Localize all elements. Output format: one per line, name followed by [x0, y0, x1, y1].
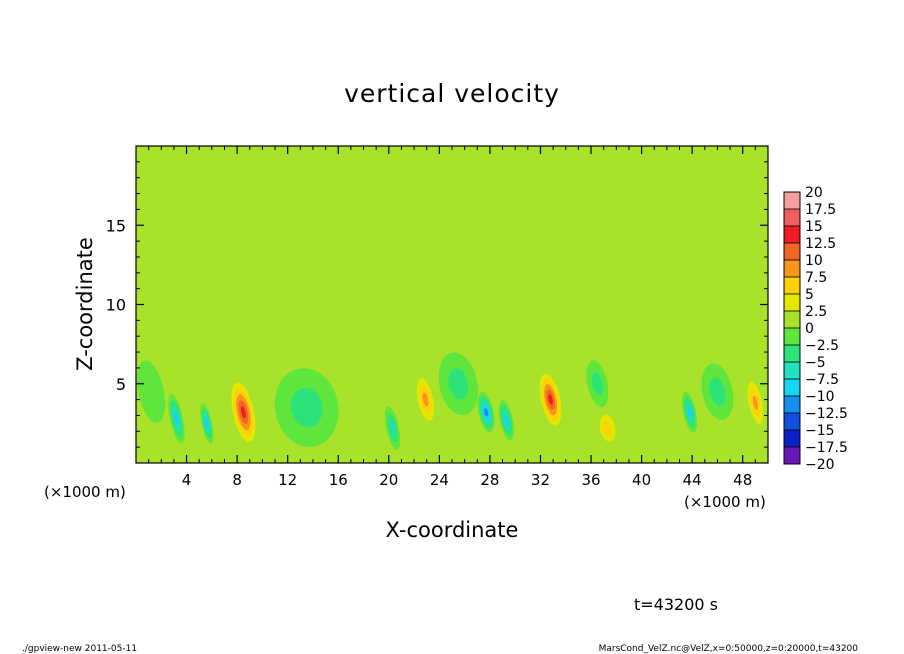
contour-band-3-2 — [603, 421, 612, 435]
x-tick-label: 4 — [182, 471, 192, 489]
contour-band-2-5 — [548, 394, 553, 405]
colorbar-label: −2.5 — [805, 338, 839, 354]
colorbar-swatch — [784, 209, 800, 226]
contour-band-15-0 — [137, 360, 166, 423]
colorbar-label: −17.5 — [805, 440, 848, 456]
colorbar-label: 20 — [805, 185, 823, 201]
colorbar-swatch — [784, 311, 800, 328]
colorbar-swatch — [784, 362, 800, 379]
x-tick-label: 12 — [278, 471, 297, 489]
x-tick-label: 28 — [480, 471, 499, 489]
colorbar-label: −5 — [805, 355, 826, 371]
plot-area — [136, 146, 768, 463]
colorbar-swatch — [784, 379, 800, 396]
colorbar-label: 2.5 — [805, 304, 827, 320]
colorbar-label: −7.5 — [805, 372, 839, 388]
colorbar-swatch — [784, 192, 800, 209]
colorbar-label: 15 — [805, 219, 823, 235]
colorbar-swatch — [784, 396, 800, 413]
colorbar-label: −20 — [805, 457, 835, 473]
colorbar-swatch — [784, 413, 800, 430]
colorbar-label: −10 — [805, 389, 835, 405]
x-axis-ticks: 4 8 12 16 20 24 28 32 36 40 44 48 — [148, 146, 756, 489]
y-axis-ticks: 5 10 15 — [106, 161, 768, 448]
colorbar-swatch — [784, 260, 800, 277]
colorbar-label: 7.5 — [805, 270, 827, 286]
x-tick-label: 40 — [632, 471, 651, 489]
y-tick-label: 10 — [106, 296, 126, 315]
colorbar-swatch — [784, 447, 800, 464]
contour-band-1-3 — [422, 392, 429, 407]
contour-band-6-3 — [204, 418, 210, 429]
colorbar-label: 10 — [805, 253, 823, 269]
contour-band-7-2 — [390, 420, 396, 436]
time-label: t=43200 s — [634, 595, 718, 614]
x-tick-label: 16 — [329, 471, 348, 489]
contour-band-9-3 — [504, 415, 509, 426]
contour-bands — [137, 352, 766, 450]
colorbar-swatch — [784, 226, 800, 243]
colorbar-swatch — [784, 294, 800, 311]
contour-band-12-1 — [591, 372, 603, 396]
colorbar-swatch — [784, 345, 800, 362]
contour-band-4-3 — [752, 395, 758, 410]
y-tick-label: 15 — [106, 216, 126, 235]
y-tick-label: 5 — [116, 375, 126, 394]
contour-band-14-1 — [709, 377, 726, 406]
x-unit-label-right: (×1000 m) — [684, 493, 766, 511]
y-axis-label: Z-coordinate — [73, 237, 97, 371]
x-tick-label: 24 — [430, 471, 449, 489]
footer-left: ./gpview-new 2011-05-11 — [22, 644, 137, 654]
colorbar-label: 17.5 — [805, 202, 836, 218]
contour-band-0-5 — [241, 406, 246, 419]
contour-band-8-4 — [483, 408, 489, 417]
colorbar-label: 12.5 — [805, 236, 836, 252]
contour-band-10-3 — [687, 407, 692, 418]
colorbar-swatch — [784, 277, 800, 294]
colorbar-swatch — [784, 243, 800, 260]
colorbar: 2017.51512.5107.552.50−2.5−5−7.5−10−12.5… — [783, 185, 848, 473]
x-tick-label: 20 — [379, 471, 398, 489]
x-unit-label-left: (×1000 m) — [44, 483, 126, 501]
x-axis-label: X-coordinate — [386, 518, 519, 542]
x-tick-label: 32 — [531, 471, 550, 489]
footer-right: MarsCond_VelZ.nc@VelZ,x=0:50000,z=0:2000… — [599, 644, 859, 654]
x-tick-label: 8 — [232, 471, 242, 489]
colorbar-swatch — [784, 430, 800, 447]
colorbar-label: 5 — [805, 287, 814, 303]
chart-title: vertical velocity — [344, 79, 560, 108]
colorbar-label: −15 — [805, 423, 835, 439]
contour-band-13-1 — [448, 368, 469, 400]
x-tick-label: 36 — [581, 471, 600, 489]
colorbar-swatch — [784, 328, 800, 345]
x-tick-label: 48 — [733, 471, 752, 489]
x-tick-label: 44 — [683, 471, 702, 489]
contour-band-11-1 — [290, 387, 323, 428]
colorbar-label: 0 — [805, 321, 814, 337]
contour-band-5-3 — [174, 412, 179, 425]
field-background — [136, 146, 768, 463]
colorbar-label: −12.5 — [805, 406, 848, 422]
